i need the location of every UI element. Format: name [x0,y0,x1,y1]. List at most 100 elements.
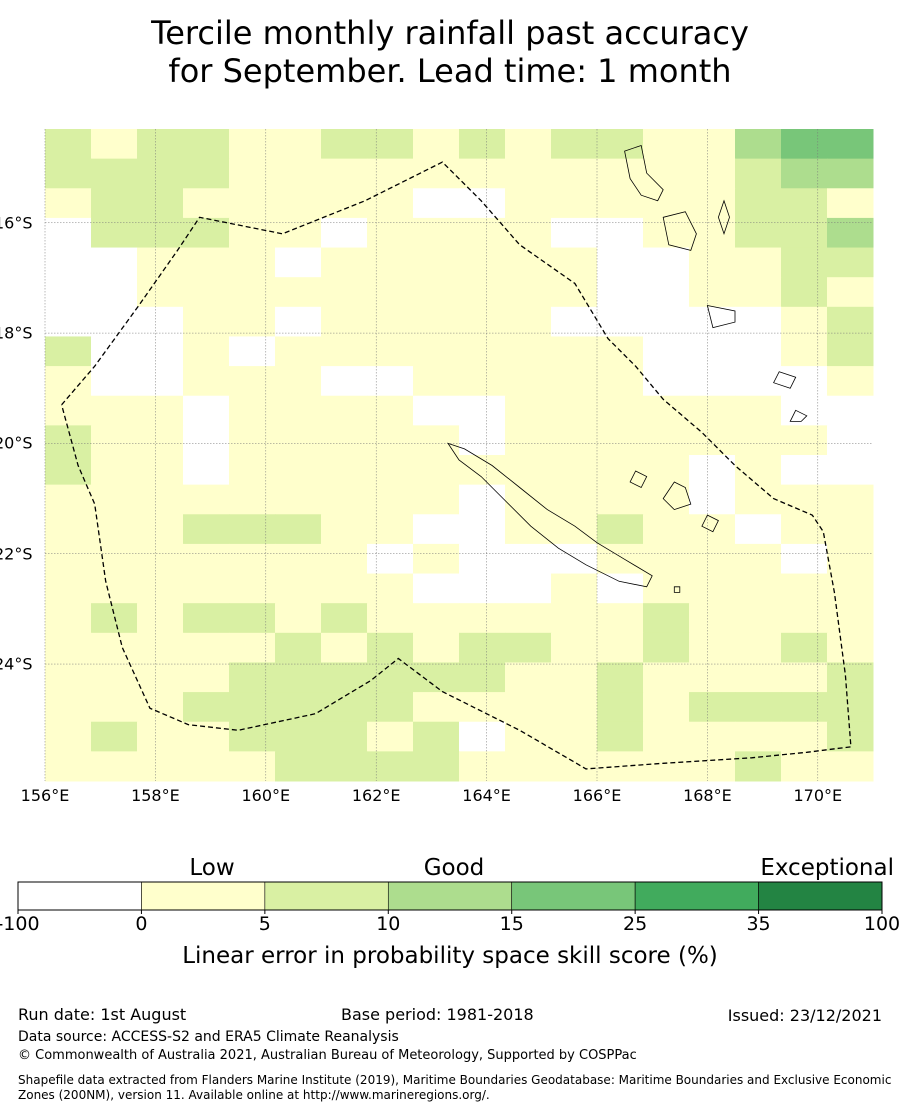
grid-cell [505,662,552,693]
grid-cell [275,751,322,782]
grid-cell [643,603,690,634]
grid-cell [643,484,690,515]
grid-cell [643,455,690,486]
grid-cell [505,247,552,278]
grid-cell [459,543,506,575]
grid-cell [229,129,276,160]
grid-cell [275,632,322,663]
grid-cell [459,366,506,397]
grid-cell [781,721,828,752]
grid-cell [827,662,874,693]
grid-cell [597,573,644,604]
grid-cell [551,721,598,752]
grid-cell [597,395,644,426]
grid-cell [367,306,414,337]
grid-cell [275,721,322,752]
grid-cell [735,543,782,575]
grid-cell [459,306,506,337]
colorbar-label: Linear error in probability space skill … [182,943,718,969]
grid-cell [459,662,506,693]
grid-cell [45,425,92,456]
grid-cell [91,721,138,752]
grid-cell [643,188,690,219]
grid-cell [781,247,828,278]
grid-cell [321,632,368,663]
grid-cell [735,721,782,752]
grid-cell [505,158,552,189]
grid-cell [781,514,828,545]
grid-cell [183,455,230,486]
issued-date: Issued: 23/12/2021 [727,1006,882,1025]
island-outline [624,144,664,202]
title-line-2: for September. Lead time: 1 month [168,52,732,90]
grid-cell [137,217,184,249]
grid-cell [137,129,184,160]
grid-cell [275,662,322,693]
grid-cell [183,395,230,426]
colorbar-segment [511,881,636,911]
grid-cell [459,721,506,752]
grid-cell [505,217,552,249]
grid-cell [183,721,230,752]
grid-cell [643,632,690,663]
colorbar-tick-label: 25 [623,913,648,935]
grid-cell [91,158,138,189]
grid-cell [643,395,690,426]
grid-cell [367,455,414,486]
grid-cell [367,158,414,189]
grid-cell [597,662,644,693]
grid-cell [459,277,506,308]
grid-cell [597,217,644,249]
island-outline [662,481,692,511]
grid-cell [229,247,276,278]
grid-cell [505,455,552,486]
grid-cell [45,247,92,278]
grid-cell [689,692,736,723]
grid-cell [597,277,644,308]
grid-cell [413,336,460,367]
grid-cell [45,395,92,426]
grid-cell [45,277,92,308]
grid-cell [827,751,874,782]
grid-cell [183,425,230,456]
latitude-label: 16°S [0,213,33,233]
grid-cell [45,129,92,160]
grid-cell [689,277,736,308]
grid-cell [275,455,322,486]
grid-cell [781,188,828,219]
grid-cell [597,543,644,575]
grid-cell [183,336,230,367]
grid-cell [413,306,460,337]
grid-cell [45,336,92,367]
colorbar-tick-label: 10 [376,913,401,935]
grid-cell [551,425,598,456]
grid-cell [505,692,552,723]
grid-cell [91,247,138,278]
grid-cell [459,484,506,515]
grid-cell [367,336,414,367]
colorbar-segment [634,881,759,911]
grid-cell [551,158,598,189]
grid-cell [643,366,690,397]
grid-cell [781,395,828,426]
grid-cell [367,692,414,723]
grid-cell [551,188,598,219]
grid-cell [413,425,460,456]
grid-cell [275,543,322,575]
grid-cell [367,603,414,634]
grid-cell [275,277,322,308]
grid-cell [229,395,276,426]
skill-map [44,129,874,782]
grid-cell [275,425,322,456]
grid-cell [459,751,506,782]
grid-cell [689,247,736,278]
grid-cell [781,692,828,723]
grid-cell [413,603,460,634]
grid-cell [183,129,230,160]
grid-cell [367,277,414,308]
grid-cell [229,751,276,782]
grid-cell [321,188,368,219]
grid-cell [735,129,782,160]
colorbar-segment [264,881,389,911]
run-date: Run date: 1st August [18,1005,187,1024]
